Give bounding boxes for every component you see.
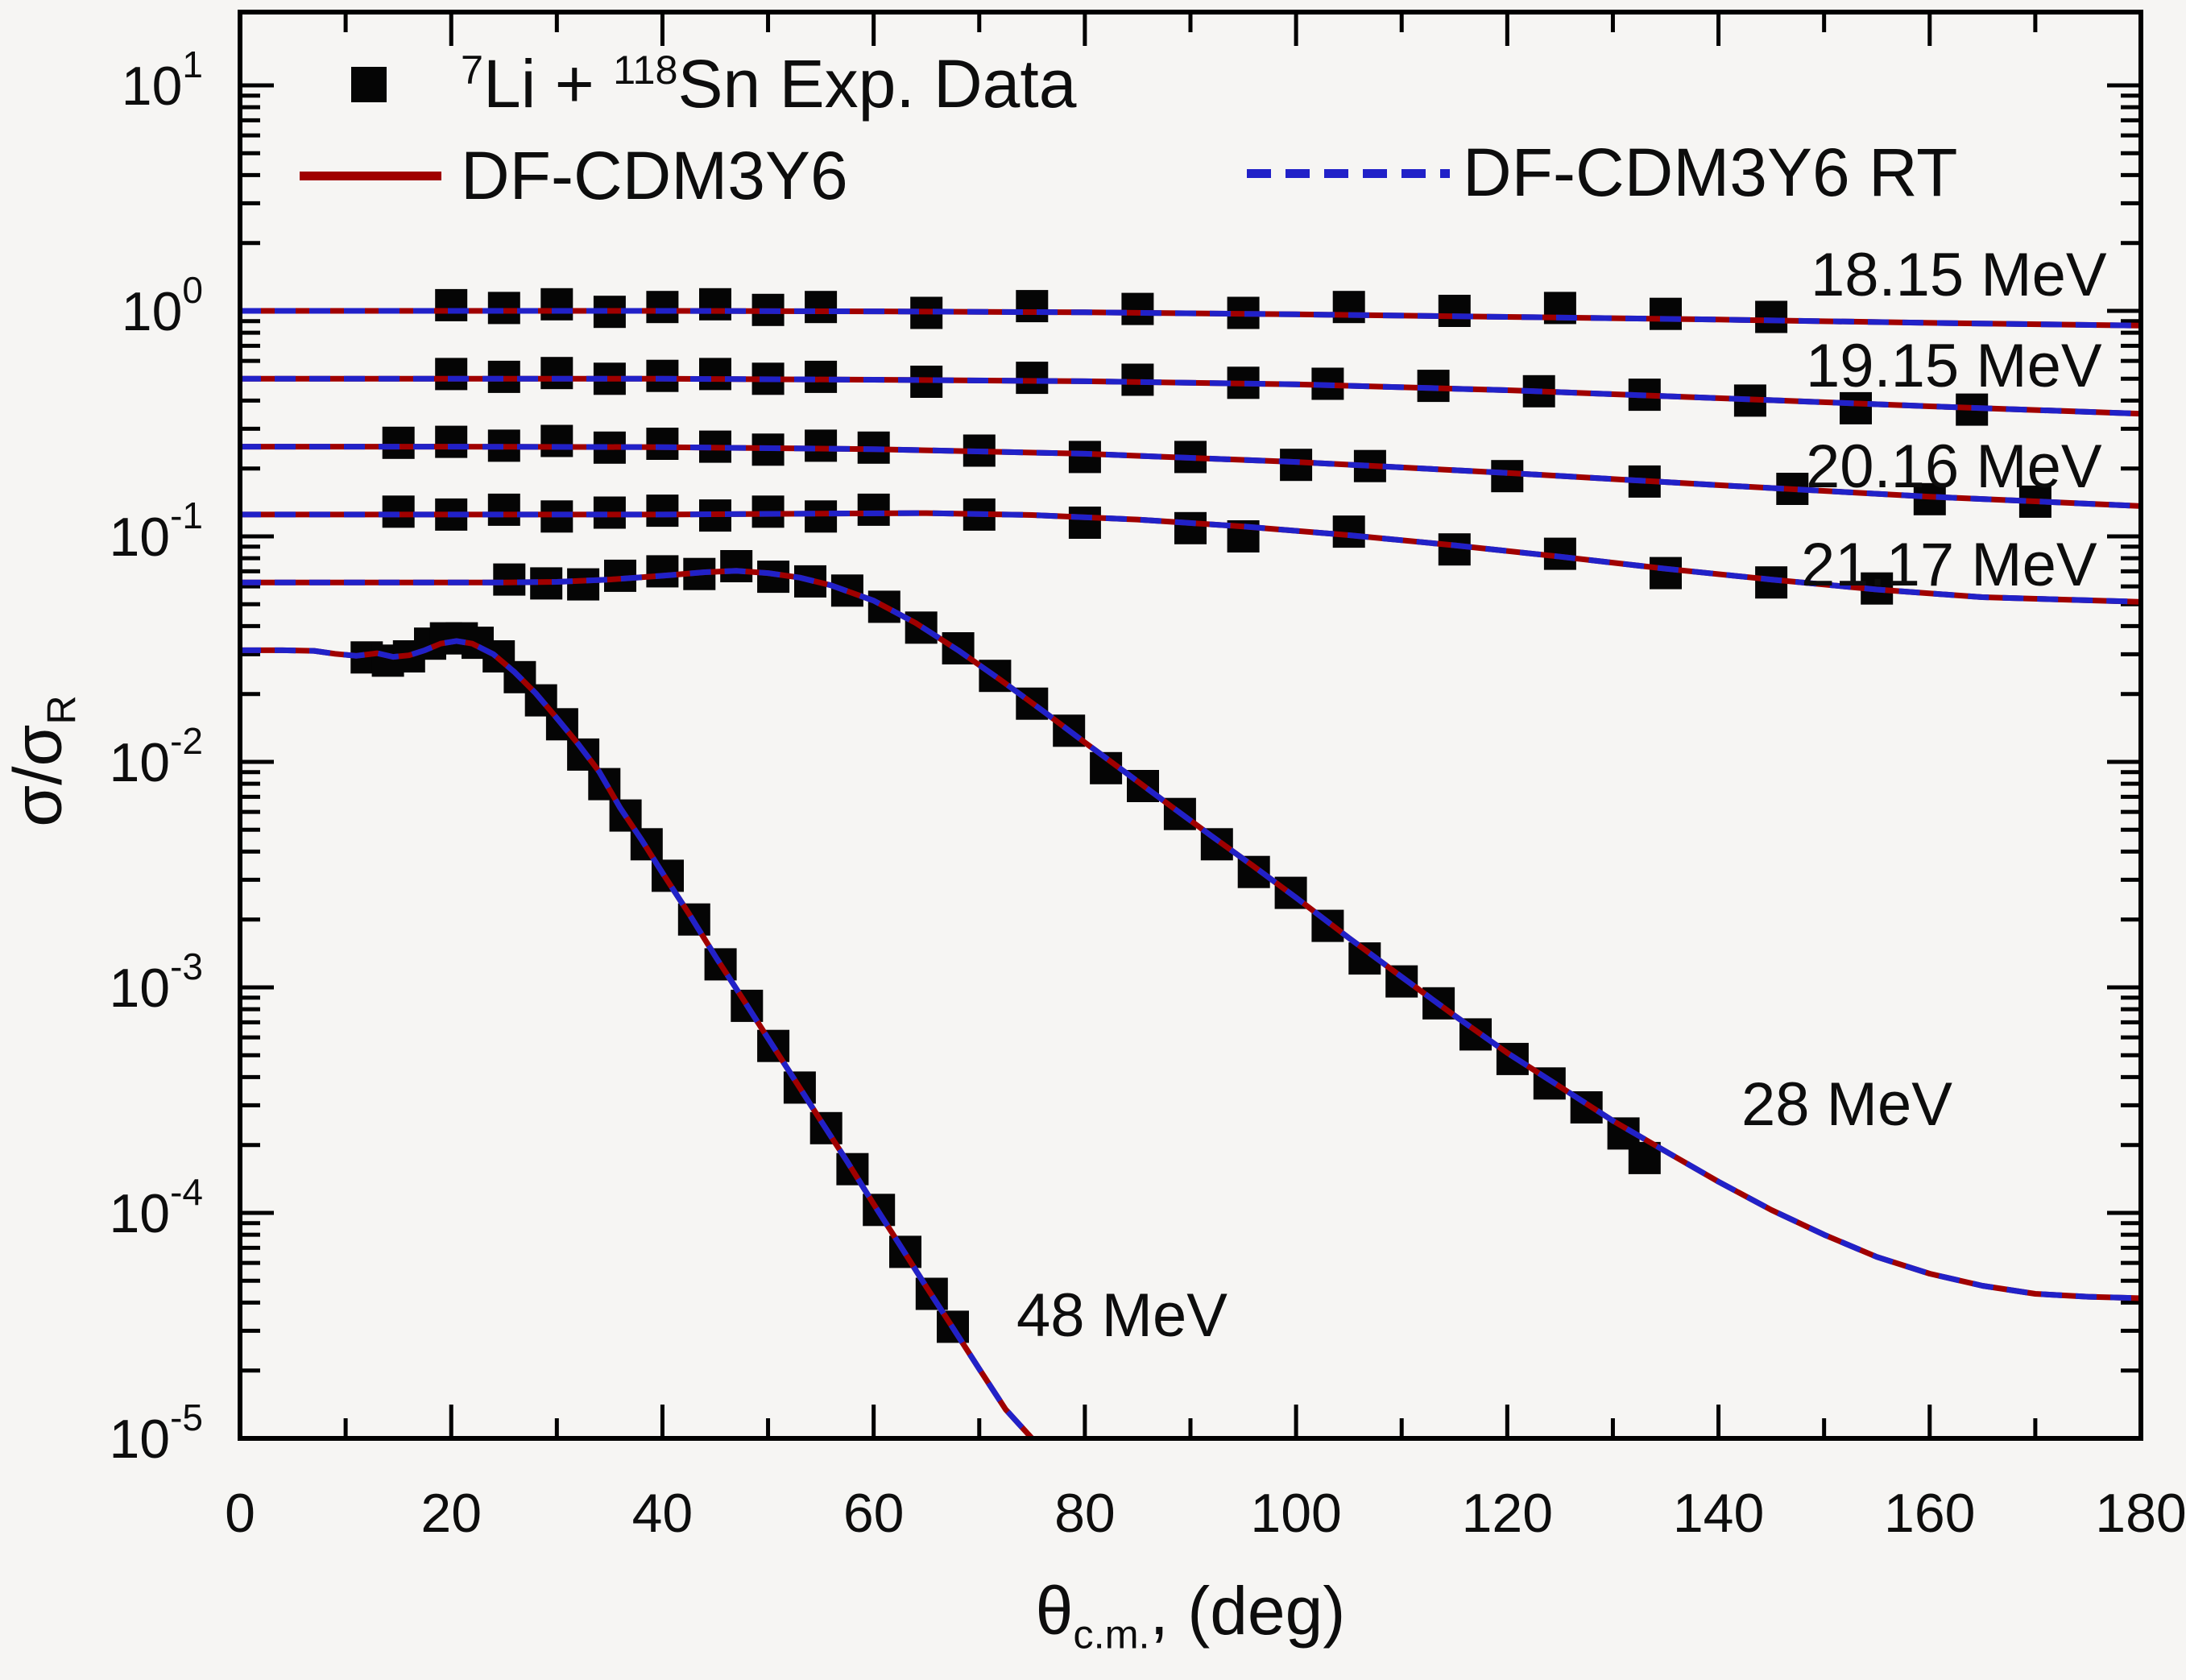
data-point [540, 424, 573, 457]
data-points-19-15-MeV [435, 357, 1989, 426]
data-point [435, 358, 468, 391]
data-point [1438, 533, 1471, 566]
y-tick-label: 10-2 [109, 720, 203, 793]
data-point [540, 357, 573, 390]
energy-label-20-16-MeV: 20.16 MeV [1806, 432, 2102, 501]
curves-21-17-MeV [242, 510, 2138, 605]
y-tick-label: 10-1 [109, 494, 203, 568]
data-point [805, 429, 838, 462]
data-point [646, 359, 679, 392]
y-tick-label: 10-4 [109, 1171, 203, 1244]
data-point [1650, 557, 1682, 590]
data-point [1650, 297, 1682, 330]
data-points-48-MeV [350, 622, 969, 1343]
x-tick-label: 120 [1462, 1483, 1553, 1544]
data-point [646, 428, 679, 460]
data-point [1016, 290, 1049, 323]
x-tick-label: 180 [2095, 1483, 2186, 1544]
data-point [646, 494, 679, 528]
curve-dashed-48-MeV [242, 638, 1034, 1436]
plot-frame [238, 10, 2143, 1441]
x-tick-label: 0 [225, 1483, 255, 1544]
y-tick-label: 101 [122, 43, 203, 117]
legend-exp-text: Exp. Data [760, 46, 1077, 122]
curves-28-MeV [242, 568, 2138, 1301]
energy-label-18-15-MeV: 18.15 MeV [1811, 241, 2107, 309]
y-tick-label: 10-5 [109, 1397, 203, 1470]
data-point [1438, 295, 1471, 327]
data-point [699, 358, 731, 391]
curves-20-16-MeV [242, 444, 2138, 509]
data-point [1016, 362, 1049, 395]
x-tick-label: 160 [1884, 1483, 1975, 1544]
curve-solid-48-MeV [242, 638, 1034, 1436]
data-point [805, 500, 838, 533]
legend-iso1: Li [483, 46, 536, 122]
data-point [646, 291, 679, 324]
legend-solid-line-sample [300, 172, 441, 180]
data-point [382, 426, 415, 459]
curves-18-15-MeV [242, 308, 2138, 329]
data-point [1840, 391, 1872, 424]
legend-iso1-superscript: 7 [461, 47, 484, 93]
curve-dashed-21-17-MeV [242, 510, 2138, 605]
y-axis-title-subscript: R [38, 695, 85, 725]
curve-dashed-19-15-MeV [242, 375, 2138, 417]
y-axis-title-main: σ/σ [0, 724, 76, 827]
curves-48-MeV [242, 638, 1034, 1436]
legend-solid-label: DF-CDM3Y6 [461, 138, 848, 213]
data-point [540, 288, 573, 321]
data-point [1174, 511, 1207, 544]
energy-label-21-17-MeV: 21.17 MeV [1801, 531, 2097, 599]
data-point [646, 555, 679, 588]
y-axis-ticks: 101 100 10-1 10-2 10-3 10-4 10-5 [109, 43, 2141, 1470]
x-tick-label: 140 [1673, 1483, 1764, 1544]
data-point [435, 425, 468, 458]
y-tick-label: 10-3 [109, 946, 203, 1019]
x-tick-label: 60 [843, 1483, 905, 1544]
data-point [487, 493, 520, 526]
data-point [699, 288, 731, 321]
y-axis-title: σ/σR [0, 695, 85, 826]
data-point [1068, 507, 1101, 539]
x-axis-ticks: 0 20 40 60 80 100 120 140 160 180 [225, 12, 2186, 1544]
x-tick-label: 40 [632, 1483, 693, 1544]
x-tick-label: 100 [1250, 1483, 1341, 1544]
legend-dashed-label: DF-CDM3Y6 RT [1463, 134, 1958, 210]
legend-experimental-label: 7Li + 118Sn Exp. Data [461, 48, 1076, 119]
data-point [435, 288, 468, 321]
y-tick-label: 100 [122, 269, 203, 342]
curve-dashed-18-15-MeV [242, 308, 2138, 329]
data-point [1121, 292, 1154, 325]
x-tick-label: 20 [420, 1483, 482, 1544]
data-point [487, 292, 520, 325]
curve-dashed-20-16-MeV [242, 444, 2138, 509]
data-points-20-16-MeV [382, 424, 2051, 518]
data-point [1332, 291, 1365, 324]
energy-label-19-15-MeV: 19.15 MeV [1806, 332, 2102, 400]
legend-iso2-superscript: 118 [613, 47, 678, 93]
legend-plus: + [536, 46, 614, 122]
energy-label-28-MeV: 28 MeV [1741, 1070, 1952, 1139]
curve-dashed-28-MeV [242, 568, 2138, 1301]
data-point [805, 291, 838, 324]
legend-iso2: Sn [677, 46, 761, 122]
legend-experimental-marker-square [351, 67, 387, 102]
data-point [857, 493, 890, 526]
curves-19-15-MeV [242, 375, 2138, 417]
x-axis-title-units: , (deg) [1149, 1573, 1346, 1649]
data-point [567, 568, 600, 601]
x-axis-title-subscript: c.m. [1073, 1611, 1150, 1657]
data-point [720, 550, 753, 582]
data-point [1755, 300, 1788, 333]
x-axis-title: θc.m., (deg) [949, 1572, 1432, 1658]
energy-label-48-MeV: 48 MeV [1016, 1281, 1228, 1350]
data-point [382, 495, 415, 528]
x-axis-title-theta: θ [1035, 1573, 1074, 1649]
legend-dashed-line-sample [1247, 169, 1450, 178]
x-tick-label: 80 [1054, 1483, 1116, 1544]
